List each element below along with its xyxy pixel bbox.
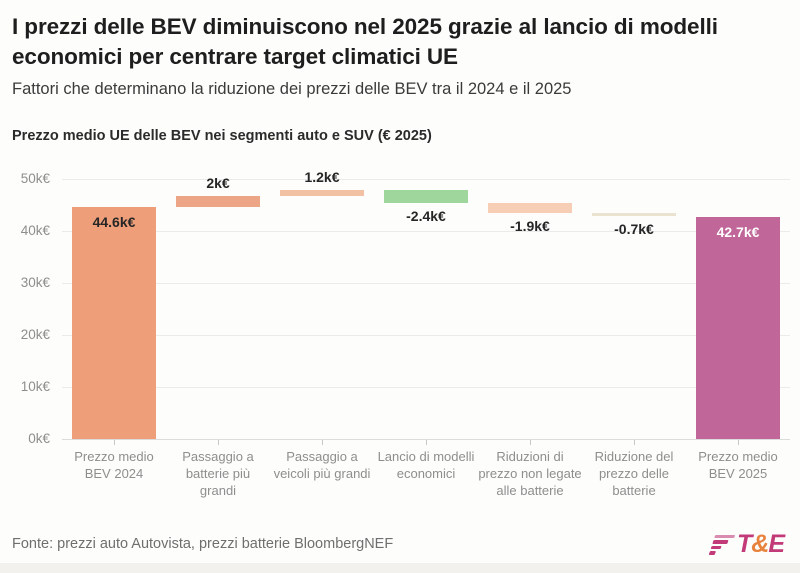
gridline — [62, 282, 790, 284]
chart-title: Prezzo medio UE delle BEV nei segmenti a… — [12, 127, 432, 144]
x-axis-tick — [218, 439, 219, 445]
gridline — [62, 230, 790, 232]
x-axis-tick — [426, 439, 427, 445]
waterfall-bar — [488, 202, 572, 213]
footer: Fonte: prezzi auto Autovista, prezzi bat… — [0, 529, 800, 563]
waterfall-bar — [592, 212, 676, 217]
bar-value-label: -0.7k€ — [614, 221, 654, 238]
bar-value-label: 1.2k€ — [304, 169, 340, 186]
waterfall-bar — [176, 196, 260, 207]
bottom-strip — [0, 562, 800, 573]
bar-value-label: 2k€ — [206, 175, 230, 192]
y-tick-label: 30k€ — [20, 274, 50, 290]
te-logo-mark-icon — [708, 534, 736, 555]
y-tick-label: 10k€ — [20, 378, 50, 394]
x-axis-line — [62, 438, 790, 440]
y-tick-label: 50k€ — [20, 170, 50, 186]
page-title: I prezzi delle BEV diminuiscono nel 2025… — [12, 14, 718, 69]
logo-ampersand: & — [751, 529, 769, 558]
bar-value-label: -2.4k€ — [406, 207, 446, 224]
y-tick-label: 40k€ — [20, 222, 50, 238]
x-axis-label: Prezzo medio BEV 2025 — [698, 448, 778, 481]
x-axis-tick — [114, 439, 115, 445]
x-axis-tick — [322, 439, 323, 445]
logo-letter-e: E — [768, 529, 785, 558]
x-axis-tick — [738, 439, 739, 445]
waterfall-chart: 0k€ 10k€ 20k€ 30k€ 40k€ 50k€ 44.6k€ Prezzo medi… — [0, 152, 800, 532]
x-axis-label: Passaggio a veicoli più grandi — [273, 448, 371, 481]
waterfall-bar — [696, 216, 780, 439]
waterfall-bar — [72, 206, 156, 439]
y-tick-label: 20k€ — [20, 326, 50, 342]
gridline — [62, 386, 790, 388]
x-axis-label: Riduzioni di prezzo non legate alle batt… — [478, 448, 582, 498]
gridline — [62, 334, 790, 336]
x-axis-label: Riduzione del prezzo delle batterie — [594, 448, 674, 498]
bar-value-label: 42.7k€ — [716, 223, 760, 240]
bar-value-label: 44.6k€ — [92, 213, 136, 230]
page-subtitle: Fattori che determinano la riduzione dei… — [12, 80, 572, 99]
x-axis-label: Passaggio a batterie più grandi — [182, 448, 254, 498]
y-tick-label: 0k€ — [28, 430, 50, 446]
gridline — [62, 178, 790, 180]
x-axis-tick — [530, 439, 531, 445]
waterfall-bar — [280, 190, 364, 197]
source-note: Fonte: prezzi auto Autovista, prezzi bat… — [12, 536, 394, 553]
logo-letter-t: T — [736, 529, 752, 558]
header: I prezzi delle BEV diminuiscono nel 2025… — [0, 0, 800, 101]
x-axis-tick — [634, 439, 635, 445]
bar-value-label: -1.9k€ — [510, 217, 550, 234]
te-logo-text: T&E — [736, 529, 785, 558]
x-axis-label: Lancio di modelli economici — [377, 448, 475, 481]
te-logo: T&E — [708, 529, 785, 558]
waterfall-bar — [384, 190, 468, 203]
x-axis-label: Prezzo medio BEV 2024 — [74, 448, 154, 481]
